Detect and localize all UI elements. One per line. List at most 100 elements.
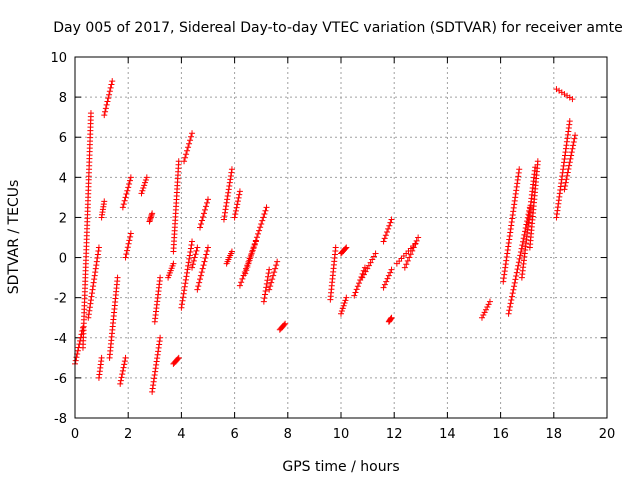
data-point (506, 303, 513, 310)
data-point (234, 198, 241, 205)
data-point (259, 217, 266, 224)
data-point (88, 293, 95, 300)
data-point (200, 262, 207, 269)
data-point (226, 183, 233, 190)
data-point (186, 140, 193, 147)
data-point (372, 250, 379, 257)
data-point (127, 174, 134, 181)
data-point (260, 298, 267, 305)
data-point (353, 286, 360, 293)
data-point (197, 224, 204, 231)
data-point (257, 224, 264, 231)
data-point (198, 269, 205, 276)
data-point (205, 196, 211, 203)
data-point (119, 204, 126, 211)
y-tick-label: 4 (59, 171, 67, 186)
data-point (256, 227, 263, 234)
data-point (79, 324, 86, 331)
data-point (506, 307, 513, 314)
x-tick-label: 4 (177, 427, 185, 442)
data-point (200, 213, 207, 220)
grid-lines (75, 57, 607, 418)
data-point (190, 257, 197, 264)
data-point (185, 259, 192, 266)
data-point (119, 367, 126, 374)
data-point (332, 244, 339, 251)
data-point (404, 257, 411, 264)
data-point (140, 185, 147, 192)
x-tick-label: 12 (386, 427, 403, 442)
data-point (388, 314, 395, 321)
data-point (569, 145, 576, 152)
data-point (362, 268, 369, 275)
data-point (265, 270, 272, 277)
data-point (178, 304, 185, 311)
data-point (220, 216, 227, 223)
data-point (262, 287, 269, 294)
plot-frame (74, 56, 608, 419)
data-point (143, 174, 150, 181)
data-point (122, 194, 129, 201)
data-point (567, 155, 574, 162)
data-point (269, 276, 276, 283)
data-point (245, 260, 252, 267)
data-point (89, 286, 96, 293)
data-point (263, 204, 270, 211)
data-point (106, 91, 113, 98)
data-point (341, 300, 348, 307)
data-point (387, 269, 394, 276)
data-point (117, 377, 124, 384)
data-point (566, 159, 573, 166)
data-point (139, 187, 146, 194)
data-point (409, 247, 416, 254)
data-point (388, 266, 395, 273)
data-point (282, 320, 289, 327)
data-point (120, 364, 127, 371)
data-point (90, 279, 97, 286)
data-point (85, 314, 92, 321)
data-point (382, 232, 389, 239)
data-point (189, 261, 196, 268)
data-point (517, 252, 524, 259)
data-point (98, 354, 105, 361)
data-point (507, 300, 514, 307)
data-point (123, 251, 130, 258)
x-tick-labels: 0 2 4 6 8 10 12 14 16 18 20 (71, 427, 615, 442)
data-point (104, 98, 111, 105)
data-point (183, 151, 190, 158)
data-point (92, 269, 99, 276)
data-point (141, 182, 148, 189)
data-point (244, 263, 251, 270)
data-point (105, 95, 112, 102)
data-point (568, 152, 575, 159)
data-point (235, 194, 242, 201)
data-point (231, 214, 238, 221)
data-point (242, 270, 249, 277)
y-axis-label: SDTVAR / TECUs (6, 180, 22, 295)
data-point (225, 186, 232, 193)
data-point (387, 219, 394, 226)
data-point (149, 210, 156, 217)
data-point (119, 371, 126, 378)
data-point (184, 147, 191, 154)
data-point (258, 220, 265, 227)
data-point (124, 187, 131, 194)
data-point (197, 272, 204, 279)
data-point (124, 244, 131, 251)
data-point (87, 300, 94, 307)
data-point (228, 248, 235, 255)
data-point (72, 357, 79, 364)
data-point (413, 237, 420, 244)
data-point (92, 265, 99, 272)
data-point (516, 166, 523, 173)
data-point (513, 269, 520, 276)
data-point (189, 130, 196, 137)
data-point (566, 162, 573, 169)
data-point (182, 280, 189, 287)
data-point (505, 310, 512, 317)
data-point (484, 304, 491, 311)
data-point (79, 328, 86, 335)
data-point (101, 198, 108, 205)
data-point (184, 269, 190, 276)
data-point (196, 279, 203, 286)
